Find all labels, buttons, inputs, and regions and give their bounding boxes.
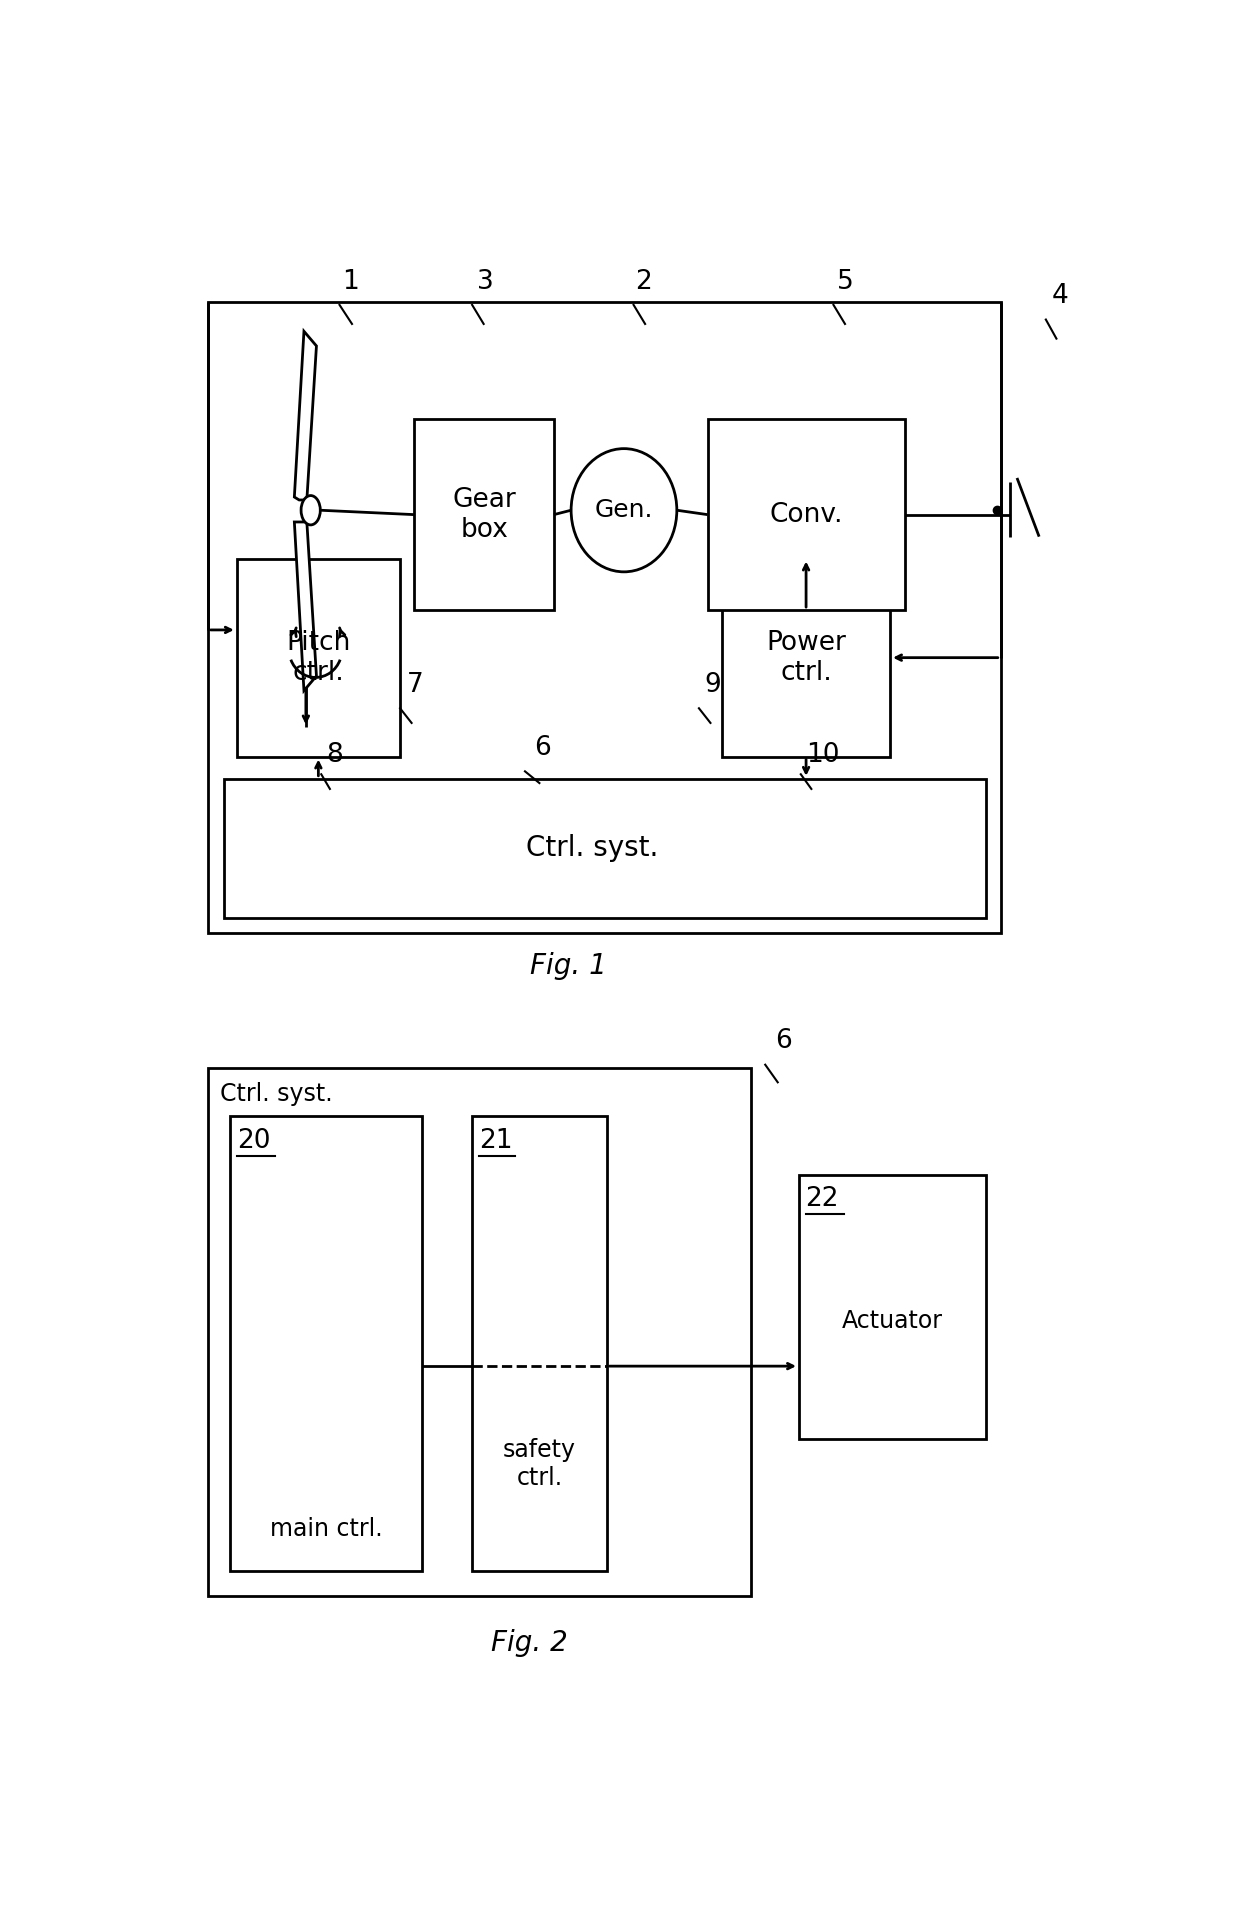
Bar [208, 303, 1001, 933]
Text: Fig. 2: Fig. 2 [491, 1629, 568, 1657]
Bar [799, 1175, 986, 1438]
Bar [722, 558, 890, 756]
Bar [237, 558, 401, 756]
Text: Pitch
ctrl.: Pitch ctrl. [286, 631, 351, 686]
Text: Power
ctrl.: Power ctrl. [766, 631, 846, 686]
Bar [208, 1067, 750, 1596]
Text: 6: 6 [534, 735, 552, 762]
Polygon shape [294, 522, 316, 692]
Circle shape [301, 495, 320, 526]
Text: Ctrl. syst.: Ctrl. syst. [526, 834, 658, 861]
Text: Ctrl. syst.: Ctrl. syst. [221, 1082, 334, 1107]
Text: 21: 21 [479, 1128, 512, 1154]
Text: 6: 6 [775, 1029, 791, 1055]
Text: main ctrl.: main ctrl. [270, 1518, 382, 1541]
Text: 20: 20 [237, 1128, 270, 1154]
Text: 1: 1 [342, 269, 360, 295]
Text: 22: 22 [806, 1187, 839, 1212]
Bar [224, 779, 986, 918]
Text: 5: 5 [837, 269, 854, 295]
Bar [472, 1116, 606, 1572]
Text: Fig. 1: Fig. 1 [529, 952, 606, 981]
Bar [414, 419, 554, 610]
Bar [229, 1116, 422, 1572]
Text: 8: 8 [326, 743, 342, 768]
Text: 7: 7 [407, 672, 424, 697]
Text: Conv.: Conv. [769, 501, 843, 528]
Text: 10: 10 [806, 743, 839, 768]
Bar [708, 419, 904, 610]
Text: Gear
box: Gear box [453, 486, 516, 543]
Text: 3: 3 [477, 269, 494, 295]
Text: 4: 4 [1052, 284, 1069, 309]
Text: 9: 9 [704, 672, 722, 697]
Text: Gen.: Gen. [595, 499, 653, 522]
Ellipse shape [572, 448, 677, 572]
Text: 2: 2 [635, 269, 652, 295]
Text: Actuator: Actuator [842, 1309, 942, 1334]
Polygon shape [294, 331, 316, 499]
Text: safety
ctrl.: safety ctrl. [503, 1438, 575, 1490]
